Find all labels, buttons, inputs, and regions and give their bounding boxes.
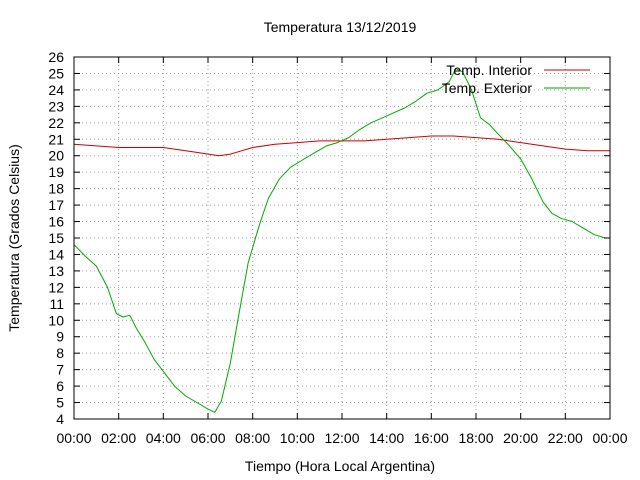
y-tick-label: 6: [56, 378, 64, 394]
y-tick-label: 12: [48, 279, 64, 295]
y-tick-label: 25: [48, 65, 64, 81]
series-line: [73, 135, 610, 157]
x-axis-label: Tiempo (Hora Local Argentina): [245, 458, 435, 474]
series-layer: [73, 68, 610, 413]
y-tick-label: 11: [49, 296, 64, 312]
y-tick-label: 4: [56, 411, 64, 427]
y-tick-label: 16: [48, 214, 64, 230]
x-tick-label: 20:00: [503, 430, 538, 446]
x-tick-label: 18:00: [458, 430, 493, 446]
chart-title: Temperatura 13/12/2019: [264, 19, 417, 35]
y-tick-label: 7: [56, 362, 64, 378]
x-tick-label: 14:00: [369, 430, 404, 446]
x-tick-label: 12:00: [324, 430, 359, 446]
legend-label: Temp. Interior: [446, 62, 532, 78]
y-tick-label: 17: [48, 197, 64, 213]
y-tick-label: 19: [48, 164, 64, 180]
y-tick-label: 14: [48, 246, 64, 262]
x-tick-label: 04:00: [146, 430, 181, 446]
y-tick-label: 5: [56, 395, 64, 411]
y-tick-label: 23: [48, 98, 64, 114]
x-tick-label: 00:00: [56, 430, 91, 446]
grid-lines: [74, 57, 610, 419]
x-tick-label: 10:00: [280, 430, 315, 446]
x-tick-label: 02:00: [101, 430, 136, 446]
y-tick-label: 22: [48, 115, 64, 131]
x-tick-label: 06:00: [190, 430, 225, 446]
y-tick-label: 24: [48, 82, 64, 98]
y-tick-label: 9: [56, 329, 64, 345]
y-tick-label: 20: [48, 148, 64, 164]
x-tick-label: 00:00: [592, 430, 627, 446]
y-tick-label: 8: [56, 345, 64, 361]
x-tick-label: 16:00: [414, 430, 449, 446]
y-tick-label: 18: [48, 181, 64, 197]
x-axis-tick-labels: 00:00 02:00 04:00 06:00 08:00 10:00 12:00 14:00…: [56, 430, 627, 446]
y-tick-label: 13: [48, 263, 64, 279]
x-tick-label: 22:00: [548, 430, 583, 446]
y-tick-label: 15: [48, 230, 64, 246]
axis-ticks: [73, 56, 611, 420]
y-tick-label: 10: [48, 312, 64, 328]
x-tick-label: 08:00: [235, 430, 270, 446]
y-tick-label: 26: [48, 49, 64, 65]
y-axis-label: Temperatura (Grados Celsius): [6, 144, 22, 332]
y-tick-label: 21: [48, 131, 64, 147]
legend-label: Temp. Exterior: [442, 80, 533, 96]
legend: Temp. Interior Temp. Exterior: [442, 62, 590, 96]
series-line: [73, 68, 610, 413]
